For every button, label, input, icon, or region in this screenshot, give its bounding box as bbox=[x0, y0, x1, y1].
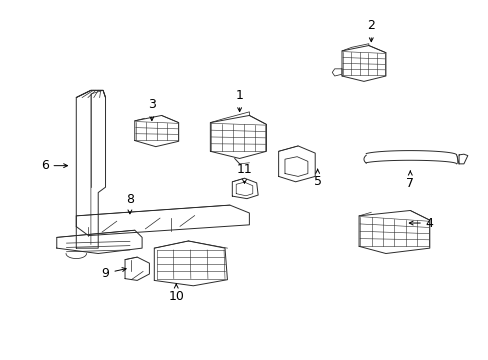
Text: 10: 10 bbox=[168, 284, 184, 303]
Text: 4: 4 bbox=[408, 216, 433, 230]
Text: 7: 7 bbox=[406, 171, 413, 190]
Text: 5: 5 bbox=[313, 169, 321, 188]
Text: 3: 3 bbox=[147, 98, 156, 121]
Text: 9: 9 bbox=[102, 267, 126, 280]
Text: 2: 2 bbox=[366, 19, 374, 42]
Text: 6: 6 bbox=[41, 159, 67, 172]
Text: 11: 11 bbox=[236, 163, 252, 183]
Text: 8: 8 bbox=[125, 193, 134, 214]
Text: 1: 1 bbox=[235, 89, 243, 112]
